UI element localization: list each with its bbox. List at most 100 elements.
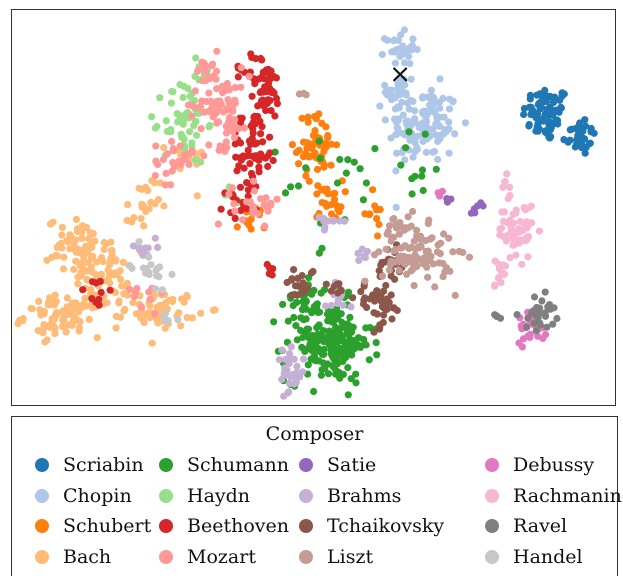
point-beethoven — [234, 73, 242, 81]
point-mozart — [243, 198, 251, 206]
point-bach — [75, 308, 83, 316]
point-brahms — [139, 251, 147, 259]
point-scriabin — [585, 140, 594, 148]
point-mozart — [205, 89, 213, 97]
point-tchaikovsky — [294, 282, 302, 290]
point-schubert — [327, 201, 335, 209]
point-beethoven — [258, 73, 266, 81]
point-chopin — [406, 136, 414, 144]
point-schubert — [304, 118, 312, 126]
point-rachmaninoff — [512, 251, 520, 259]
point-chopin — [387, 86, 396, 94]
point-mozart — [231, 96, 239, 104]
point-haydn — [174, 118, 182, 126]
point-schumann — [337, 310, 345, 318]
point-bach — [117, 275, 125, 283]
point-rachmaninoff — [524, 253, 532, 261]
legend-item-scriabin: Scriabin — [35, 452, 144, 478]
point-schumann — [408, 175, 416, 183]
point-liszt — [385, 266, 393, 274]
point-beethoven — [237, 206, 245, 215]
point-chopin — [461, 119, 469, 127]
point-mozart — [221, 147, 229, 155]
point-beethoven — [232, 153, 240, 161]
point-chopin — [449, 98, 457, 106]
point-brahms — [135, 243, 143, 252]
point-schumann — [301, 347, 309, 355]
point-liszt — [396, 255, 404, 263]
point-haydn — [179, 93, 187, 102]
point-ravel — [530, 293, 539, 301]
point-tchaikovsky — [290, 266, 298, 274]
point-liszt — [424, 219, 432, 228]
point-schumann — [408, 190, 416, 198]
point-bach — [146, 302, 154, 310]
point-schumann — [372, 339, 380, 347]
point-tchaikovsky — [382, 300, 390, 308]
point-chopin — [400, 75, 408, 84]
point-schumann — [319, 350, 327, 358]
point-chopin — [415, 123, 423, 131]
legend-item-schumann: Schumann — [159, 452, 289, 478]
point-liszt — [375, 248, 383, 256]
point-beethoven — [263, 260, 271, 269]
point-bach — [92, 271, 100, 279]
legend-title: Composer — [265, 423, 364, 445]
point-schumann — [362, 324, 370, 332]
legend-item-mozart: Mozart — [159, 544, 256, 570]
point-brahms — [299, 355, 308, 363]
point-beethoven — [266, 133, 274, 141]
point-schumann — [311, 347, 319, 355]
legend-item-debussy: Debussy — [485, 452, 594, 478]
point-beethoven — [248, 152, 256, 160]
point-mozart — [151, 310, 159, 318]
point-schubert — [371, 202, 379, 210]
point-chopin — [398, 98, 406, 106]
point-chopin — [422, 148, 430, 156]
point-ravel — [530, 319, 538, 327]
x-marker: × — [389, 60, 411, 90]
point-tchaikovsky — [283, 278, 291, 287]
point-mozart — [197, 125, 205, 133]
point-scriabin — [533, 91, 541, 99]
point-handel — [151, 285, 160, 293]
point-mozart — [217, 101, 225, 109]
point-chopin — [391, 105, 399, 113]
point-mozart — [209, 112, 217, 120]
point-tchaikovsky — [309, 267, 317, 276]
point-rachmaninoff — [506, 191, 514, 200]
point-schubert — [304, 113, 312, 121]
point-schumann — [344, 391, 352, 399]
point-mozart — [151, 172, 159, 180]
legend-swatch-brahms — [299, 489, 313, 503]
point-rachmaninoff — [518, 237, 527, 245]
legend-label-haydn: Haydn — [187, 485, 251, 507]
point-mozart — [146, 295, 154, 303]
point-liszt — [445, 234, 453, 242]
point-schubert — [373, 215, 381, 223]
point-bach — [93, 258, 101, 266]
point-schumann — [418, 172, 426, 180]
point-rachmaninoff — [518, 260, 526, 268]
point-schubert — [327, 140, 335, 148]
point-scriabin — [540, 114, 548, 123]
point-chopin — [440, 113, 448, 121]
point-haydn — [180, 82, 188, 90]
point-beethoven — [247, 50, 255, 58]
point-tchaikovsky — [288, 291, 296, 299]
point-rachmaninoff — [512, 237, 520, 245]
point-mozart — [228, 184, 236, 192]
point-mozart — [231, 84, 239, 92]
point-liszt — [387, 257, 395, 265]
point-satie — [470, 205, 478, 213]
point-mozart — [215, 146, 223, 154]
point-beethoven — [262, 106, 270, 115]
point-tchaikovsky — [370, 328, 378, 336]
point-schumann — [418, 166, 427, 174]
point-beethoven — [266, 149, 274, 157]
point-schumann — [402, 144, 410, 152]
point-debussy — [542, 331, 550, 339]
point-haydn — [191, 118, 199, 126]
point-rachmaninoff — [491, 257, 499, 265]
point-bach — [142, 207, 150, 216]
